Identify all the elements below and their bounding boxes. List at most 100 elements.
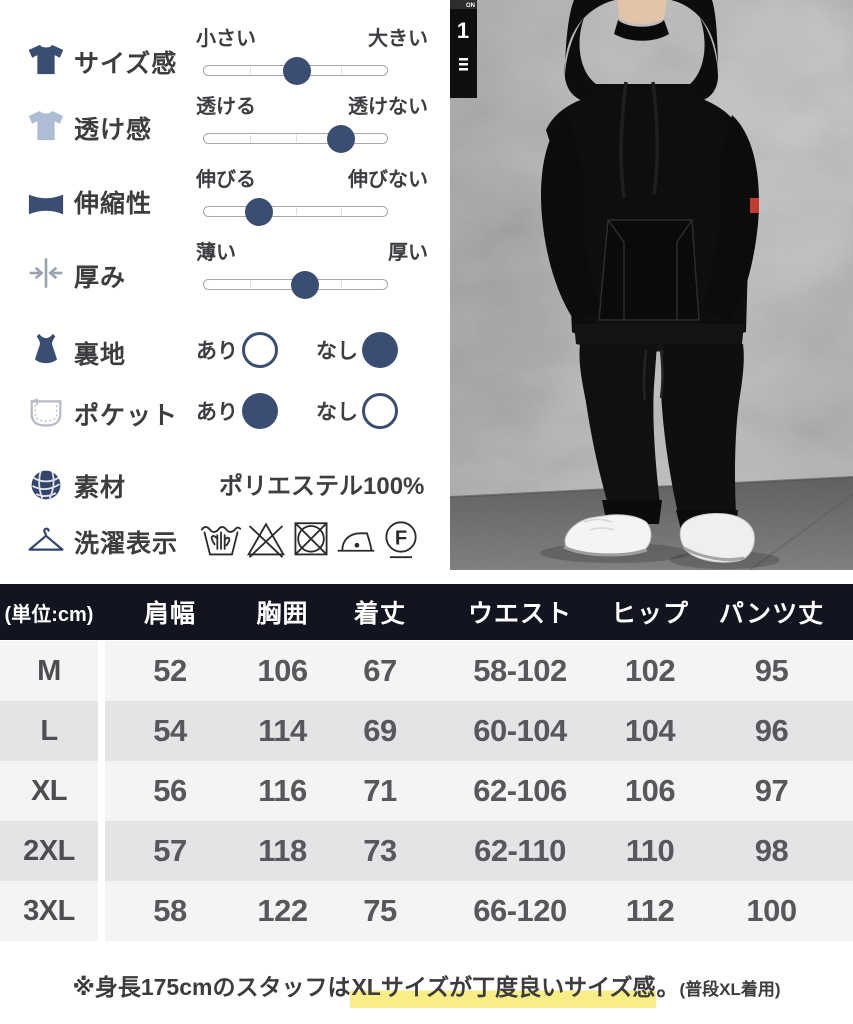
tick xyxy=(341,208,343,215)
left-sleeve xyxy=(541,112,602,320)
toggle-option-label: あり xyxy=(196,340,238,363)
left-pant-leg xyxy=(579,344,660,504)
slider-right-label: 透けない xyxy=(348,96,428,118)
right-pant-leg xyxy=(661,344,744,514)
table-row: L 54 114 69 60-104 104 96 xyxy=(0,701,853,761)
do-not-tumble-dry-icon xyxy=(294,522,328,556)
value-cell: 60-104 xyxy=(430,701,610,761)
footnote-small: (普段XL着用) xyxy=(679,980,781,999)
yarn-ball-icon xyxy=(25,464,67,506)
radio-circle-filled[interactable] xyxy=(362,332,398,368)
slider-track[interactable] xyxy=(203,270,388,299)
toggle-option[interactable]: なし xyxy=(316,393,398,429)
tick xyxy=(249,135,251,142)
value-cell: 118 xyxy=(235,821,330,881)
attr-label: 透け感 xyxy=(74,116,153,144)
size-cell: 2XL xyxy=(0,821,98,881)
slider-track[interactable] xyxy=(203,56,388,85)
banner-top-text: ON xyxy=(466,3,475,9)
slider-knob[interactable] xyxy=(290,270,319,299)
dry-clean-f-icon: F xyxy=(385,521,417,559)
toggle-option[interactable]: あり xyxy=(196,332,278,368)
slider-left-label: 透ける xyxy=(196,96,256,118)
size-cell: 3XL xyxy=(0,881,98,941)
value-cell: 66-120 xyxy=(430,881,610,941)
value-cell: 104 xyxy=(610,701,690,761)
value-cell: 112 xyxy=(610,881,690,941)
attr-label: ポケット xyxy=(74,402,179,430)
attr-label: 裏地 xyxy=(74,341,127,369)
toggle-option-label: なし xyxy=(316,401,358,424)
hanger-icon xyxy=(25,520,67,562)
slider-right-label: 大きい xyxy=(368,28,428,50)
dry-clean-letter: F xyxy=(395,527,407,549)
radio-circle-filled[interactable] xyxy=(242,393,278,429)
slider-left-label: 薄い xyxy=(196,242,236,264)
model-photo-illustration: ON 1 xyxy=(440,0,853,571)
size-cell: XL xyxy=(0,761,98,821)
spec-row-stretch: 伸縮性 伸びる 伸びない xyxy=(0,163,450,239)
size-footnote: ※身長175cmのスタッフはXLサイズが丁度良いサイズ感。(普段XL着用) xyxy=(0,968,853,1008)
tshirt-light-icon xyxy=(25,104,67,146)
right-sneaker xyxy=(679,513,755,563)
slider-track[interactable] xyxy=(203,124,388,153)
kangaroo-pocket xyxy=(598,219,700,321)
footnote-prefix: ※身長175cmのスタッフは xyxy=(72,974,351,1000)
hoodie-torso xyxy=(546,90,750,341)
tick xyxy=(295,135,297,142)
hood xyxy=(565,18,718,105)
iron-one-dot-icon xyxy=(337,532,375,552)
toggle-option-label: なし xyxy=(316,340,358,363)
spec-row-lining: 裏地 あり なし xyxy=(0,329,450,371)
attr-label: 素材 xyxy=(74,474,127,502)
value-cell: 57 xyxy=(105,821,235,881)
value-cell: 52 xyxy=(105,641,235,701)
value-cell: 102 xyxy=(610,641,690,701)
slider-right-label: 伸びない xyxy=(348,169,428,191)
value-cell: 106 xyxy=(235,641,330,701)
value-cell: 62-110 xyxy=(430,821,610,881)
value-cell: 116 xyxy=(235,761,330,821)
footnote-highlight: XLサイズが丁度良いサイズ感 xyxy=(350,972,657,1008)
tick xyxy=(249,67,251,74)
size-table-header: (単位:cm) 肩幅 胸囲 着丈 ウエスト ヒップ パンツ丈 xyxy=(0,584,853,640)
value-cell: 100 xyxy=(690,881,853,941)
slider-knob[interactable] xyxy=(244,197,273,226)
spec-row-thickness: 厚み 薄い 厚い xyxy=(0,236,450,312)
slider-track[interactable] xyxy=(203,197,388,226)
value-cell: 75 xyxy=(330,881,430,941)
value-cell: 69 xyxy=(330,701,430,761)
product-photo: ON 1 xyxy=(440,0,853,571)
attr-label: 洗濯表示 xyxy=(74,530,179,558)
waist-drawstring xyxy=(642,349,664,401)
value-cell: 62-106 xyxy=(430,761,610,821)
value-cell: 122 xyxy=(235,881,330,941)
drawstring xyxy=(619,81,628,199)
value-cell: 114 xyxy=(235,701,330,761)
value-cell: 73 xyxy=(330,821,430,881)
toggle-option-label: あり xyxy=(196,401,238,424)
toggle-option[interactable]: なし xyxy=(316,332,398,368)
pocket-icon xyxy=(25,392,67,434)
tick xyxy=(249,281,251,288)
attr-label: 厚み xyxy=(74,264,127,292)
value-cell: 110 xyxy=(610,821,690,881)
table-row: 3XL 58 122 75 66-120 112 100 xyxy=(0,881,853,941)
radio-circle-empty[interactable] xyxy=(362,393,398,429)
slider-knob[interactable] xyxy=(283,56,312,85)
col-header-waist: ウエスト xyxy=(467,600,572,628)
table-row: 2XL 57 118 73 62-110 110 98 xyxy=(0,821,853,881)
value-cell: 96 xyxy=(690,701,853,761)
table-row: XL 56 116 71 62-106 106 97 xyxy=(0,761,853,821)
do-not-bleach-icon xyxy=(246,522,286,558)
material-value: ポリエステル100% xyxy=(219,473,425,500)
toggle-option[interactable]: あり xyxy=(196,393,278,429)
value-cell: 56 xyxy=(105,761,235,821)
radio-circle-empty[interactable] xyxy=(242,332,278,368)
spec-row-sheerness: 透け感 透ける 透けない xyxy=(0,90,450,166)
col-header-shoulder: 肩幅 xyxy=(143,600,196,628)
tick xyxy=(341,67,343,74)
slider-knob[interactable] xyxy=(327,124,356,153)
fabric-icon xyxy=(25,183,67,225)
